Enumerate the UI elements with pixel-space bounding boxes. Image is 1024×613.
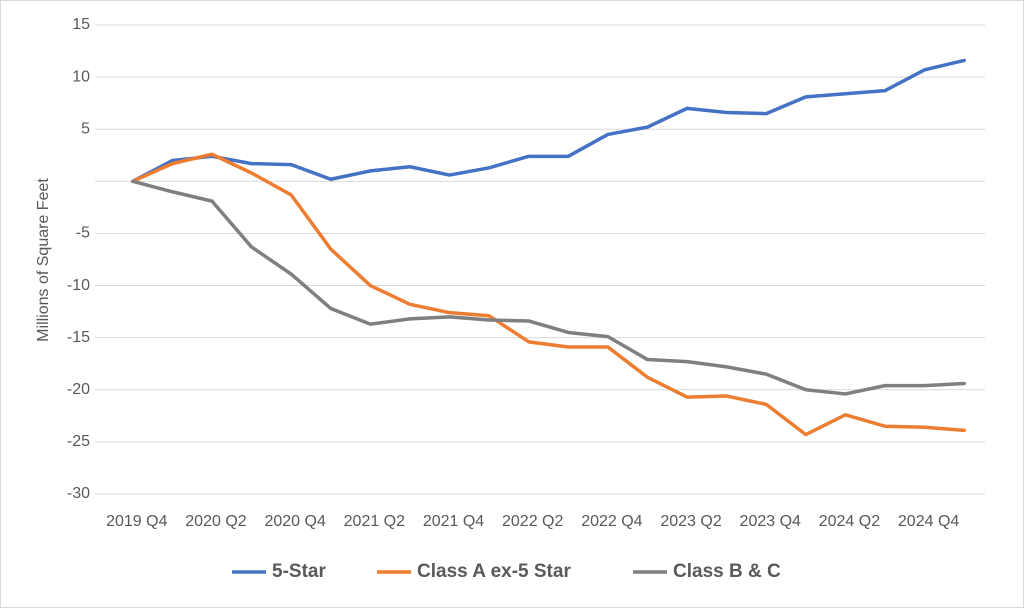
y-tick-label: -10 [67, 277, 90, 294]
legend-label: 5-Star [272, 561, 326, 582]
series-line [131, 152, 966, 437]
y-tick-label: -15 [67, 329, 90, 346]
x-tick-label: 2024 Q4 [898, 513, 959, 530]
legend-label: Class B & C [673, 561, 781, 582]
legend-label: Class A ex-5 Star [417, 561, 571, 582]
x-tick-label: 2021 Q4 [423, 513, 484, 530]
x-tick-label: 2019 Q4 [106, 513, 167, 530]
x-tick-label: 2020 Q4 [264, 513, 325, 530]
x-tick-label: 2023 Q4 [740, 513, 801, 530]
x-tick-label: 2024 Q2 [819, 513, 880, 530]
y-tick-label: -20 [67, 381, 90, 398]
y-tick-label: -5 [76, 225, 90, 242]
y-tick-label: -25 [67, 433, 90, 450]
series-line [131, 179, 966, 396]
y-axis-title: Millions of Square Feet [35, 178, 52, 342]
y-tick-label: -30 [67, 485, 90, 502]
series-line [131, 58, 966, 184]
x-tick-label: 2021 Q2 [344, 513, 405, 530]
y-tick-label: 5 [81, 120, 90, 137]
x-tick-label: 2022 Q2 [502, 513, 563, 530]
x-tick-label: 2023 Q2 [660, 513, 721, 530]
y-tick-label: 15 [72, 16, 90, 33]
y-tick-label: 10 [72, 68, 90, 85]
x-tick-label: 2022 Q4 [581, 513, 642, 530]
x-tick-label: 2020 Q2 [185, 513, 246, 530]
